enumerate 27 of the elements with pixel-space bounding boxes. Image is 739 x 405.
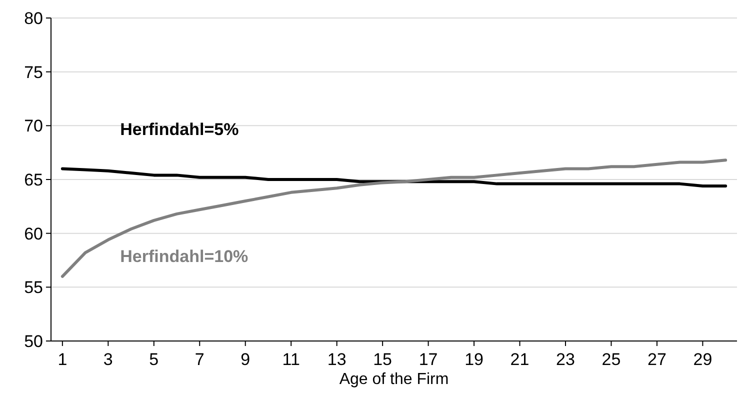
line-series <box>60 158 728 278</box>
x-tick-label: 25 <box>602 350 621 369</box>
series-label: Herfindahl=10% <box>120 246 248 266</box>
x-tick-label: 27 <box>648 350 666 369</box>
x-tick-label: 9 <box>240 350 250 369</box>
y-tick-label: 50 <box>24 332 43 351</box>
x-tick-label: 15 <box>373 350 392 369</box>
y-tick-label: 80 <box>24 8 43 28</box>
x-tick-label: 1 <box>58 350 68 369</box>
x-tick-label: 17 <box>418 350 438 369</box>
x-tick-label: 21 <box>510 350 530 369</box>
x-tick-label: 13 <box>327 350 346 369</box>
y-tick-label: 65 <box>24 170 43 190</box>
x-tick-label: 19 <box>464 350 484 369</box>
x-tick-label: 29 <box>693 350 712 369</box>
x-axis-title: Age of the Firm <box>339 371 449 388</box>
line-series <box>60 167 728 188</box>
x-tick-label: 7 <box>194 350 204 369</box>
x-tick-label: 23 <box>556 350 575 369</box>
y-tick-label: 70 <box>24 116 43 136</box>
y-tick-label: 60 <box>24 224 43 244</box>
x-tick-label: 5 <box>149 350 159 369</box>
series-label: Herfindahl=5% <box>120 120 239 139</box>
y-tick-label: 55 <box>24 278 43 298</box>
x-tick-label: 11 <box>282 350 300 369</box>
x-tick-label: 3 <box>103 350 113 369</box>
y-tick-label: 75 <box>24 62 43 82</box>
